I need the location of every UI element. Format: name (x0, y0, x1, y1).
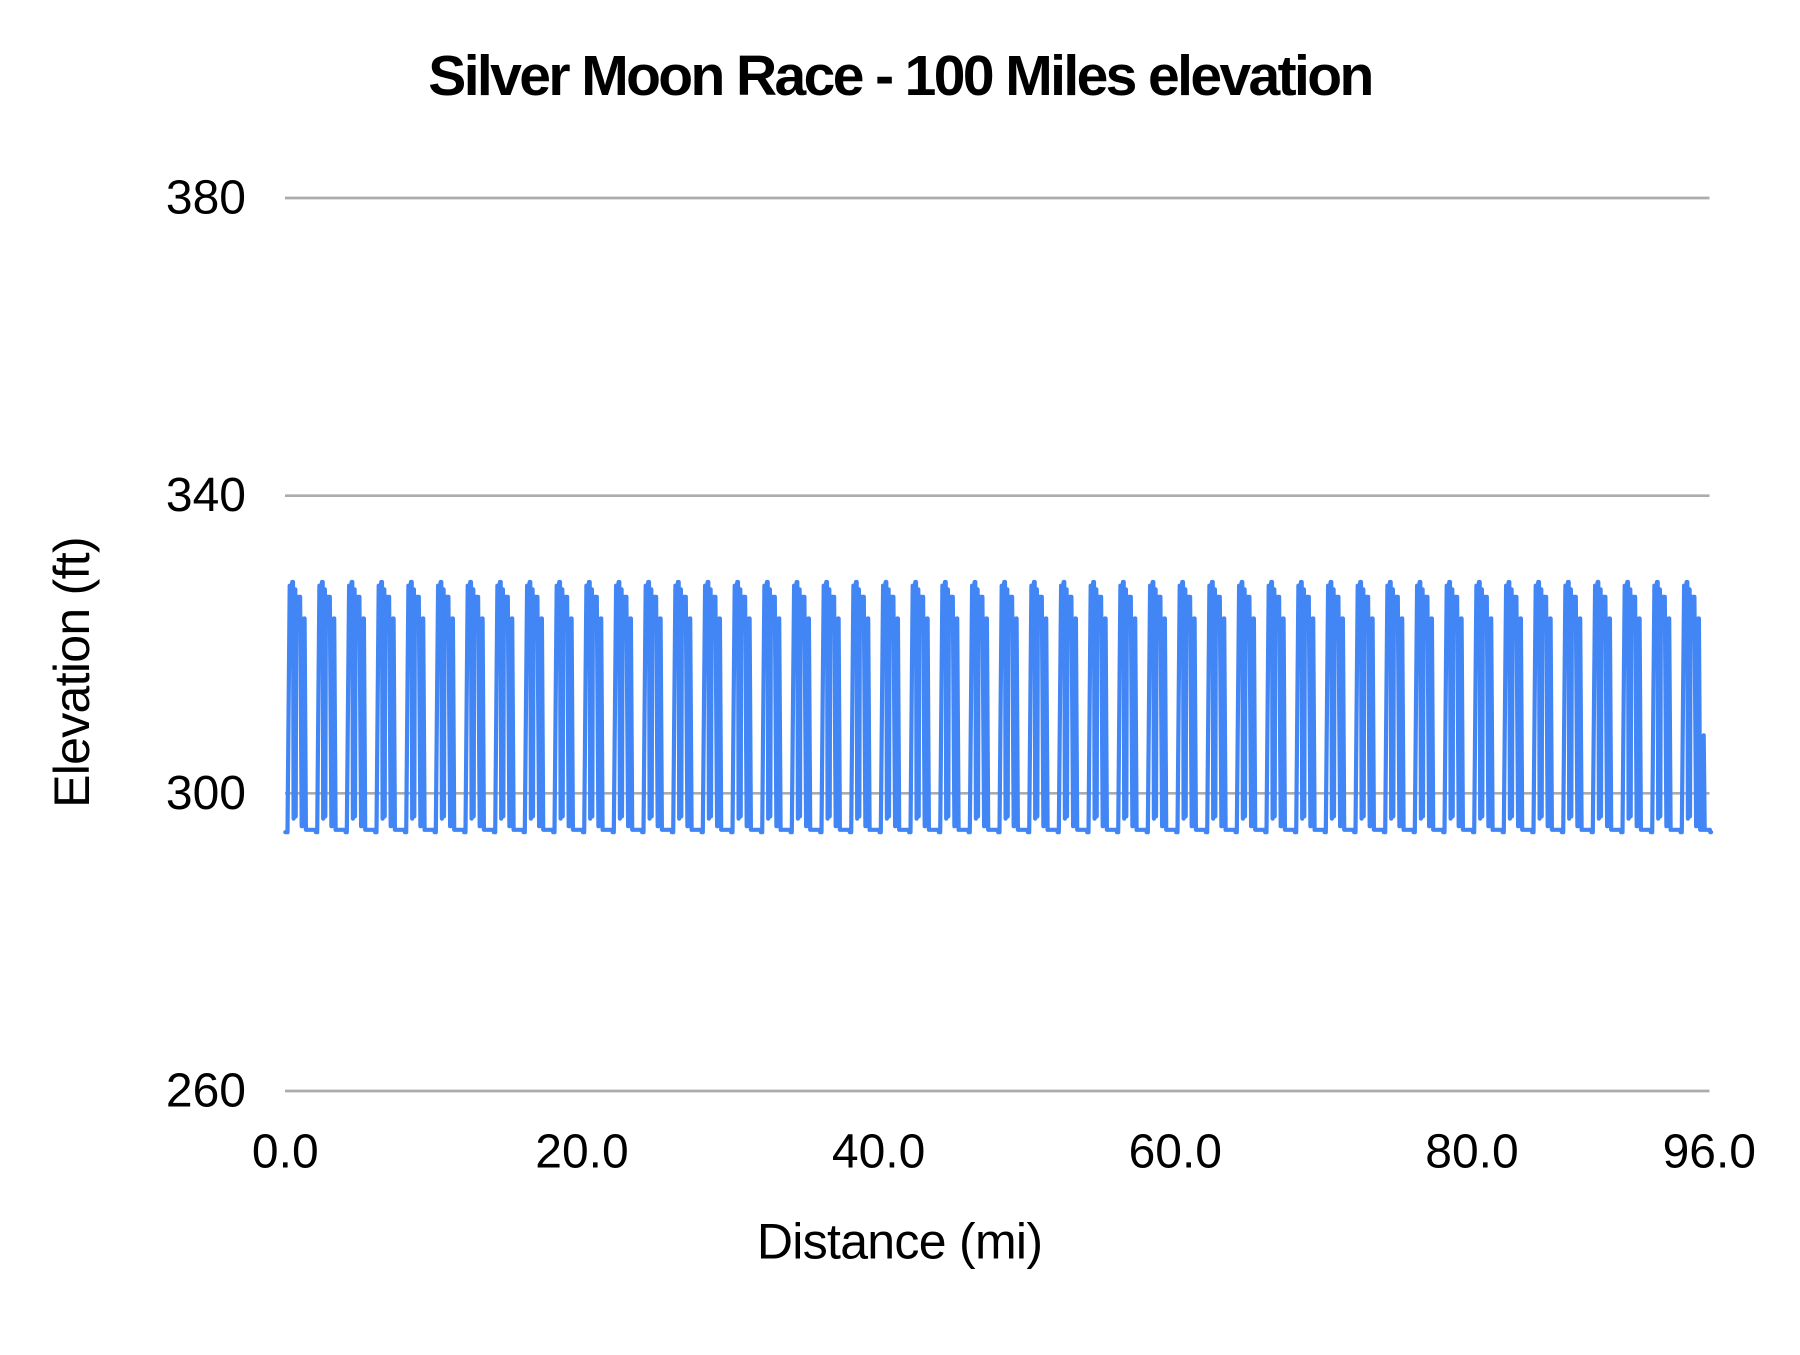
svg-text:Distance (mi): Distance (mi) (757, 1214, 1042, 1270)
svg-text:260: 260 (166, 1065, 246, 1118)
svg-text:96.0: 96.0 (1663, 1126, 1756, 1179)
svg-text:20.0: 20.0 (535, 1126, 628, 1179)
svg-text:0.0: 0.0 (252, 1126, 319, 1179)
svg-text:Silver Moon Race - 100 Miles e: Silver Moon Race - 100 Miles elevation (428, 44, 1371, 108)
svg-text:60.0: 60.0 (1129, 1126, 1222, 1179)
svg-text:380: 380 (166, 172, 246, 225)
svg-text:80.0: 80.0 (1425, 1126, 1518, 1179)
svg-text:340: 340 (166, 469, 246, 522)
svg-text:40.0: 40.0 (832, 1126, 925, 1179)
svg-text:Elevation (ft): Elevation (ft) (44, 537, 100, 808)
svg-text:300: 300 (166, 767, 246, 820)
